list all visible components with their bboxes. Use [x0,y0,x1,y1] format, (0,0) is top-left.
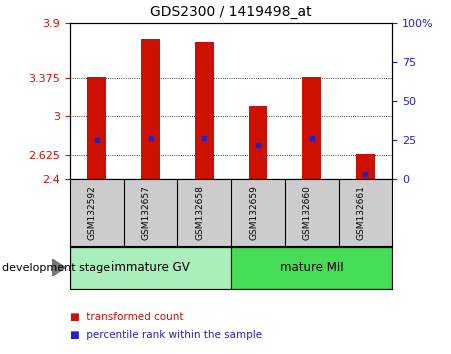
Text: GSM132659: GSM132659 [249,185,258,240]
Text: GSM132658: GSM132658 [195,185,204,240]
Text: immature GV: immature GV [111,261,190,274]
Text: ■  percentile rank within the sample: ■ percentile rank within the sample [70,330,262,339]
Text: GSM132657: GSM132657 [142,185,151,240]
Bar [87,77,106,179]
Bar [231,247,392,289]
Polygon shape [52,259,65,276]
Text: GSM132660: GSM132660 [303,185,312,240]
Text: GSM132661: GSM132661 [356,185,365,240]
Bar [249,106,267,179]
Bar [356,154,375,179]
Bar [141,39,160,179]
Bar [195,42,214,179]
Text: GSM132592: GSM132592 [88,185,97,240]
Text: ■  transformed count: ■ transformed count [70,312,184,322]
Text: development stage: development stage [2,263,110,273]
Bar [302,77,321,179]
Title: GDS2300 / 1419498_at: GDS2300 / 1419498_at [150,5,312,19]
Text: mature MII: mature MII [280,261,344,274]
Bar [70,247,231,289]
